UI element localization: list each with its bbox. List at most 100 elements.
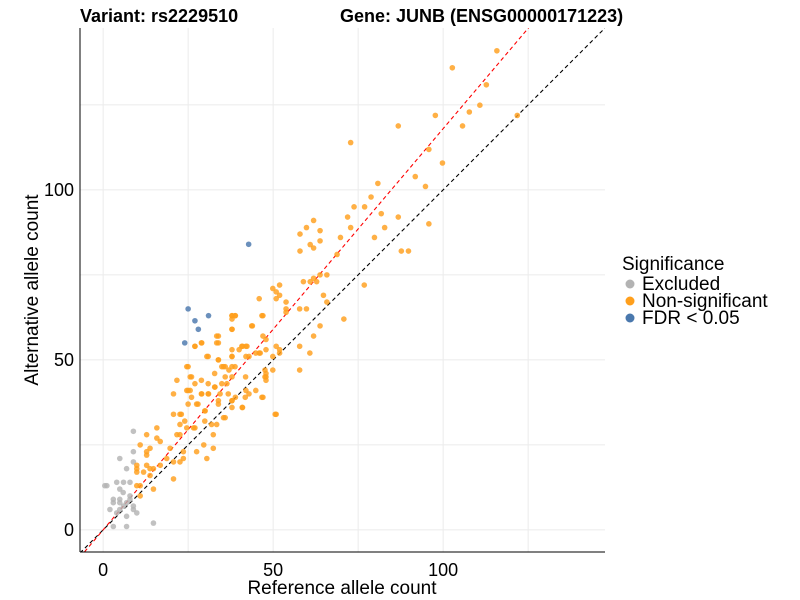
point-non-significant [170, 391, 177, 397]
point-non-significant [341, 316, 347, 322]
point-fdr-0-05 [185, 306, 191, 312]
point-non-significant [375, 180, 381, 187]
point-non-significant [147, 472, 153, 479]
y-tick-label: 100 [44, 180, 74, 200]
point-non-significant [229, 346, 235, 353]
point-non-significant [242, 394, 249, 401]
point-non-significant [177, 431, 183, 438]
grid-lines [80, 28, 605, 552]
legend-label-excluded: Excluded [642, 274, 720, 295]
point-excluded [107, 506, 113, 513]
point-non-significant [449, 64, 456, 71]
point-non-significant [220, 414, 227, 421]
point-non-significant [310, 217, 317, 224]
point-non-significant [229, 404, 235, 411]
point-excluded [113, 479, 120, 486]
point-non-significant [242, 374, 249, 380]
point-non-significant [307, 278, 313, 285]
point-non-significant [239, 404, 246, 411]
point-non-significant [337, 234, 344, 241]
point-non-significant [334, 251, 340, 258]
point-non-significant [154, 425, 160, 431]
point-non-significant [143, 452, 150, 458]
point-non-significant [269, 353, 276, 360]
point-non-significant [157, 462, 164, 469]
point-non-significant [324, 299, 330, 305]
point-non-significant [137, 493, 143, 499]
point-non-significant [276, 292, 283, 299]
point-non-significant [229, 374, 235, 380]
x-axis-label: Reference allele count [247, 578, 437, 599]
point-non-significant [137, 482, 143, 489]
point-non-significant [262, 374, 268, 380]
point-non-significant [296, 343, 303, 350]
point-non-significant [208, 421, 215, 428]
point-non-significant [494, 47, 500, 54]
point-non-significant [229, 326, 235, 333]
y-axis-label: Alternative allele count [22, 194, 43, 386]
point-non-significant [215, 357, 222, 363]
point-non-significant [177, 421, 183, 428]
point-excluded [130, 448, 137, 455]
point-non-significant [395, 214, 402, 220]
point-non-significant [297, 248, 303, 254]
point-non-significant [252, 387, 259, 394]
point-non-significant [361, 282, 368, 288]
point-non-significant [432, 112, 439, 119]
point-non-significant [378, 210, 385, 217]
point-non-significant [297, 231, 303, 237]
point-non-significant [218, 380, 225, 387]
point-non-significant [198, 391, 205, 397]
point-non-significant [324, 272, 330, 278]
legend-key-fdr [625, 313, 635, 323]
point-non-significant [192, 343, 198, 350]
legend-label-non-significant: Non-significant [642, 291, 768, 312]
point-non-significant [205, 391, 212, 397]
point-non-significant [180, 455, 187, 462]
tick-labels: 0 50 100 0 50 100 [44, 180, 458, 580]
point-non-significant [273, 295, 279, 302]
point-non-significant [303, 306, 310, 312]
point-non-significant [439, 160, 446, 166]
point-non-significant [307, 241, 313, 248]
point-non-significant [232, 312, 238, 319]
point-non-significant [212, 384, 218, 390]
reference-line-fit [83, 28, 530, 552]
point-non-significant [198, 340, 205, 346]
point-non-significant [296, 367, 303, 373]
point-non-significant [239, 343, 245, 350]
point-excluded [116, 455, 123, 462]
point-non-significant [320, 292, 327, 299]
point-non-significant [412, 173, 419, 180]
point-non-significant [140, 469, 147, 475]
point-excluded [130, 459, 137, 465]
point-non-significant [317, 272, 323, 278]
point-non-significant [200, 442, 207, 448]
point-non-significant [150, 465, 157, 472]
point-non-significant [170, 476, 177, 482]
point-non-significant [193, 448, 200, 455]
point-excluded [123, 465, 130, 472]
point-non-significant [163, 455, 170, 462]
point-non-significant [246, 391, 252, 397]
axes [79, 28, 605, 553]
point-non-significant [466, 109, 473, 115]
point-non-significant [133, 469, 140, 475]
point-non-significant [371, 234, 378, 241]
point-non-significant [213, 340, 220, 346]
point-non-significant [170, 411, 177, 418]
point-excluded [110, 523, 117, 530]
point-non-significant [150, 486, 157, 492]
point-non-significant [244, 343, 250, 350]
legend: Significance Excluded Non-significant FD… [622, 254, 768, 329]
point-excluded [120, 489, 126, 496]
point-excluded [123, 513, 130, 520]
point-excluded [116, 486, 123, 492]
point-non-significant [201, 418, 208, 424]
point-non-significant [204, 455, 210, 462]
x-tick-label: 100 [428, 560, 458, 580]
point-non-significant [283, 299, 289, 305]
point-non-significant [273, 289, 279, 295]
point-non-significant [232, 363, 238, 370]
point-non-significant [269, 285, 276, 292]
